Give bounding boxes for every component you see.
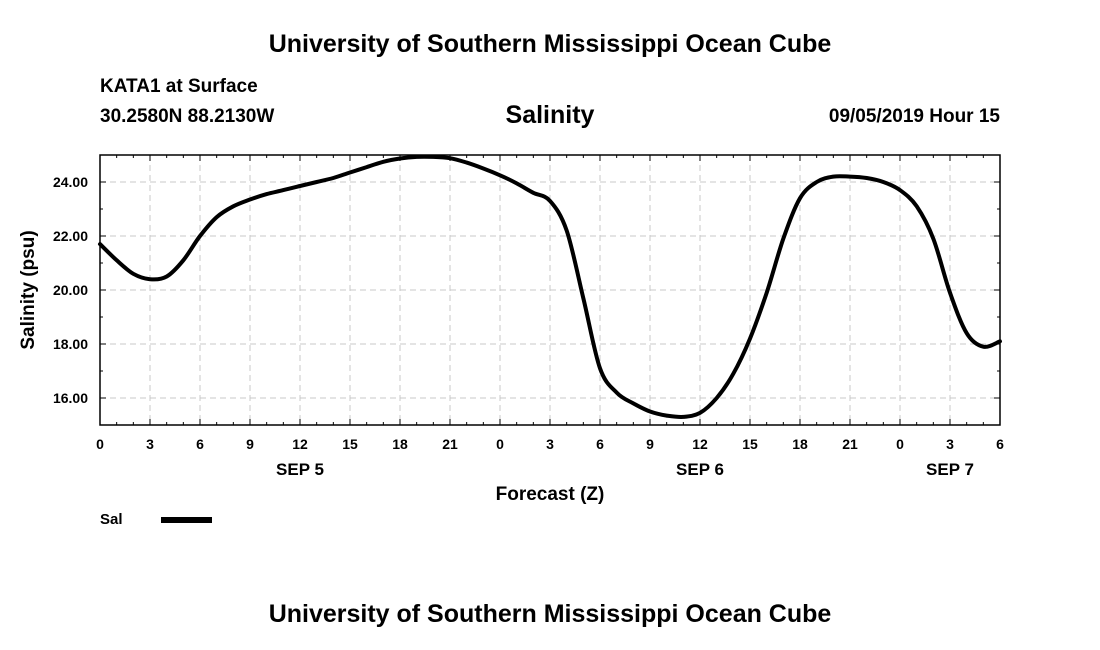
y-tick-label: 16.00	[53, 390, 88, 406]
x-tick-label: 12	[692, 436, 708, 452]
x-tick-label: 18	[392, 436, 408, 452]
x-tick-label: 3	[146, 436, 154, 452]
x-tick-label: 6	[996, 436, 1004, 452]
x-axis-title: Forecast (Z)	[496, 484, 605, 505]
date-labels: SEP 5 SEP 6 SEP 7	[276, 460, 974, 479]
y-tick-label: 24.00	[53, 174, 88, 190]
x-tick-label: 9	[246, 436, 254, 452]
y-tick-labels: 16.00 18.00 20.00 22.00 24.00	[53, 174, 88, 406]
x-tick-label: 15	[342, 436, 358, 452]
x-tick-label: 9	[646, 436, 654, 452]
x-tick-labels: 0 3 6 9 12 15 18 21 0 3 6 9 12 15 18 21 0 3 6	[96, 436, 1004, 452]
x-tick-label: 15	[742, 436, 758, 452]
grid	[100, 155, 1000, 425]
footer-title: University of Southern Mississippi Ocean…	[268, 600, 832, 628]
x-tick-label: 21	[842, 436, 858, 452]
x-tick-label: 6	[196, 436, 204, 452]
y-tick-label: 20.00	[53, 282, 88, 298]
x-tick-label: 18	[792, 436, 808, 452]
legend: Sal	[100, 511, 212, 528]
plot-frame	[99, 154, 1001, 426]
y-tick-label: 18.00	[53, 336, 88, 352]
series-line-sal	[98, 154, 1002, 419]
date-label: SEP 6	[676, 460, 724, 479]
x-tick-label: 0	[496, 436, 504, 452]
y-tick-label: 22.00	[53, 228, 88, 244]
x-tick-label: 3	[546, 436, 554, 452]
y-axis-title: Salinity (psu)	[18, 230, 39, 349]
legend-label: Sal	[100, 511, 123, 528]
variable-title: Salinity	[505, 101, 595, 129]
page-title: University of Southern Mississippi Ocean…	[268, 30, 832, 58]
station-label: KATA1 at Surface	[100, 76, 258, 97]
series-layer	[98, 154, 1002, 419]
coordinates-label: 30.2580N 88.2130W	[100, 106, 275, 127]
date-label: SEP 7	[926, 460, 974, 479]
x-tick-label: 3	[946, 436, 954, 452]
forecast-datetime: 09/05/2019 Hour 15	[828, 106, 1000, 127]
x-tick-label: 21	[442, 436, 458, 452]
date-label: SEP 5	[276, 460, 324, 479]
x-tick-label: 0	[96, 436, 104, 452]
x-tick-label: 0	[896, 436, 904, 452]
x-tick-label: 12	[292, 436, 308, 452]
x-tick-label: 6	[596, 436, 604, 452]
